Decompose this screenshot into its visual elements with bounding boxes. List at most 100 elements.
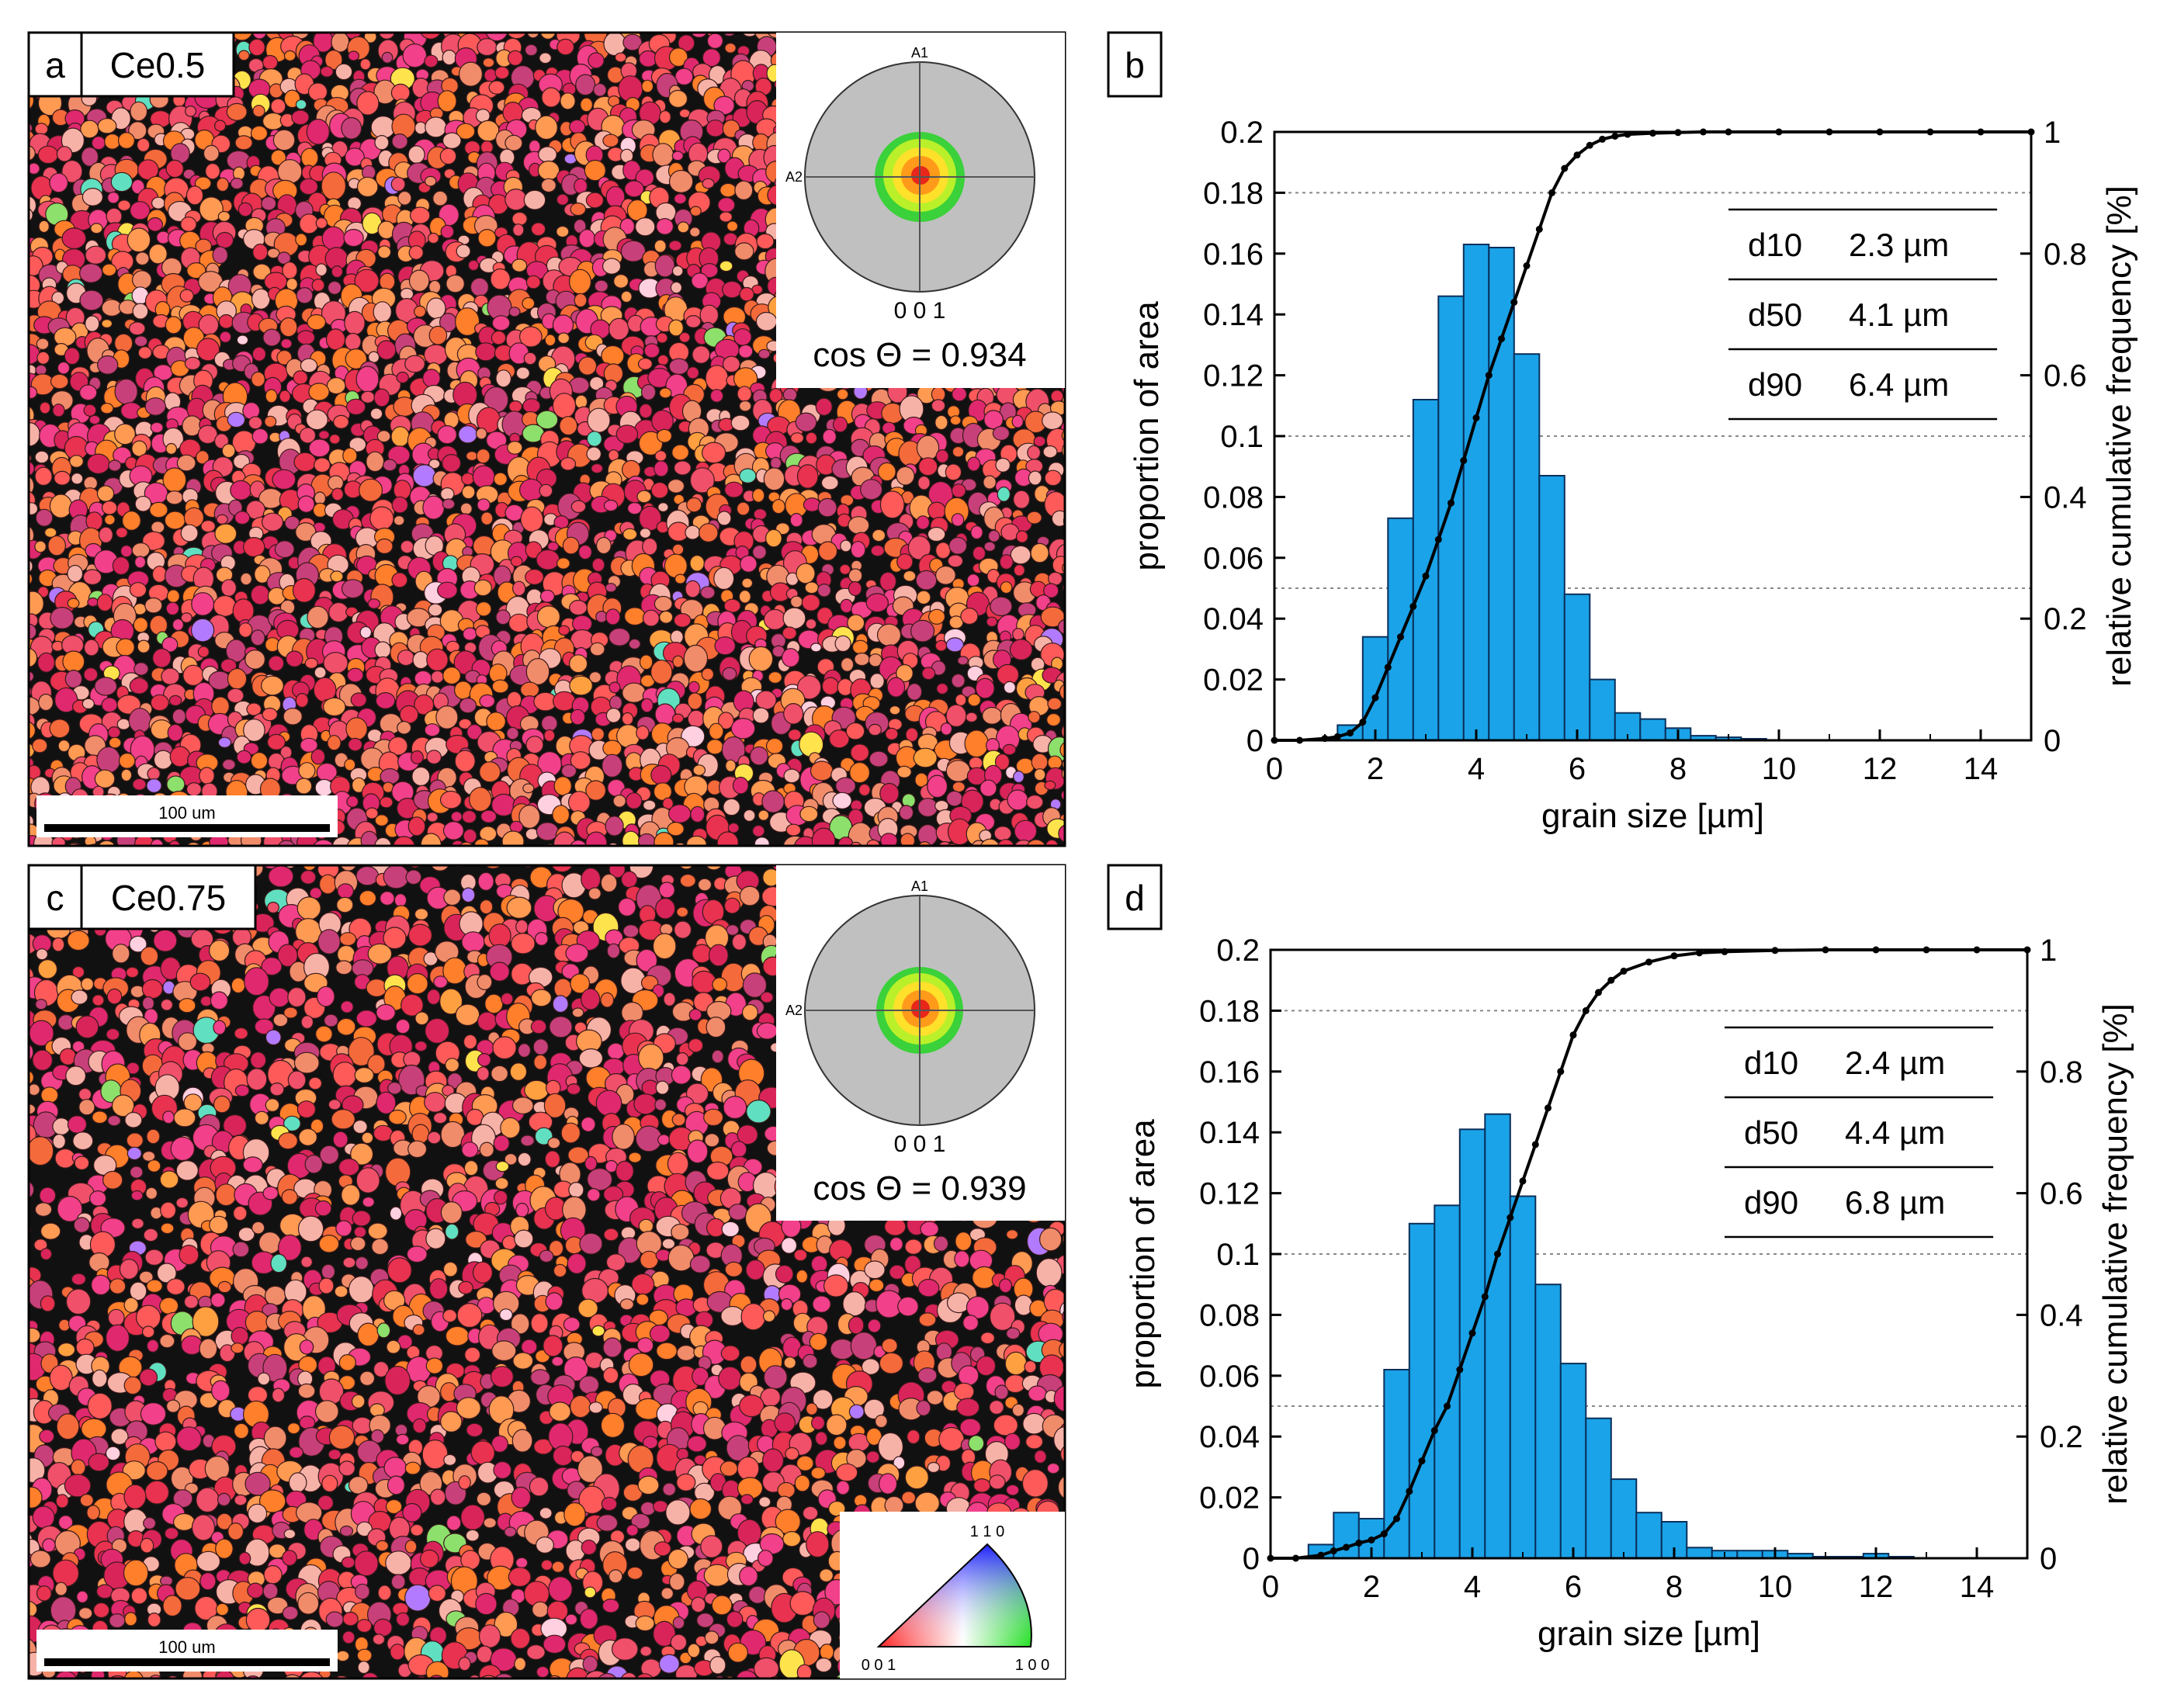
grain <box>426 648 449 672</box>
grain <box>40 1086 59 1104</box>
grain <box>612 794 626 808</box>
grain <box>422 369 441 388</box>
grain <box>328 280 342 295</box>
grain <box>758 348 771 359</box>
grain <box>822 428 837 445</box>
grain <box>98 526 113 544</box>
grain <box>539 483 553 498</box>
grain <box>709 389 724 403</box>
grain <box>270 98 286 114</box>
cos-theta-a: cos Θ = 0.934 <box>813 336 1026 374</box>
grain <box>35 364 47 376</box>
grain <box>343 228 364 248</box>
grain <box>345 717 368 741</box>
grain <box>581 868 602 891</box>
grain <box>654 703 676 726</box>
grain <box>864 1260 886 1280</box>
grain <box>640 698 654 713</box>
grain <box>624 607 646 626</box>
grain <box>411 1124 430 1144</box>
grain <box>678 34 695 52</box>
grain <box>205 162 220 180</box>
grain <box>92 1110 108 1124</box>
grain <box>790 432 804 444</box>
grain <box>477 1011 498 1031</box>
grain <box>668 240 682 251</box>
grain <box>570 751 591 770</box>
grain <box>1062 1231 1065 1246</box>
grain <box>706 1161 730 1181</box>
grain <box>328 434 341 445</box>
grain <box>519 326 543 348</box>
grain <box>283 707 303 726</box>
grain <box>318 1235 340 1253</box>
grain <box>197 646 210 658</box>
grain <box>118 753 136 769</box>
grain <box>54 470 71 486</box>
grain <box>374 641 391 659</box>
grain <box>1066 630 1077 641</box>
grain <box>848 580 862 597</box>
grain <box>387 1257 412 1284</box>
grain <box>395 1018 411 1034</box>
grain <box>904 1239 923 1255</box>
grain <box>164 511 186 530</box>
grain <box>1064 838 1065 843</box>
grain <box>907 535 931 560</box>
grain <box>185 842 201 846</box>
grain <box>49 719 71 739</box>
grain <box>426 750 442 764</box>
grain <box>849 761 870 784</box>
grain <box>466 724 483 740</box>
grain <box>587 1168 613 1191</box>
grain <box>1033 768 1046 781</box>
grain <box>83 404 97 417</box>
grain <box>305 409 328 431</box>
grain <box>373 301 392 323</box>
grain <box>315 1025 333 1043</box>
grain <box>180 524 199 542</box>
grain <box>428 1278 449 1300</box>
grain <box>371 1238 389 1256</box>
grain <box>151 565 168 583</box>
grain <box>320 66 334 78</box>
grain <box>940 722 953 736</box>
grain <box>377 245 392 259</box>
grain <box>689 227 701 237</box>
grain <box>1046 712 1061 727</box>
grain <box>701 667 715 681</box>
grain <box>350 1236 366 1252</box>
grain <box>112 944 130 964</box>
grain <box>577 356 598 376</box>
grain <box>300 358 318 373</box>
grain <box>650 660 673 684</box>
grain <box>185 106 197 117</box>
grain <box>1070 288 1083 302</box>
grain <box>344 310 366 335</box>
grain <box>488 80 505 95</box>
grain <box>500 1117 521 1139</box>
grain <box>586 431 602 447</box>
grain <box>463 853 479 865</box>
grain <box>536 410 559 430</box>
grain <box>265 389 278 404</box>
grain <box>839 563 851 575</box>
grain <box>745 1259 765 1280</box>
grain <box>711 1049 724 1064</box>
grain <box>805 618 817 630</box>
grain <box>520 681 540 698</box>
grain <box>698 523 719 542</box>
grain <box>126 1132 144 1148</box>
grain <box>295 778 313 795</box>
grain <box>570 840 588 846</box>
grain <box>995 457 1011 473</box>
grain <box>903 570 917 582</box>
grain <box>335 1220 352 1237</box>
grain <box>102 1170 123 1190</box>
grain <box>168 695 182 706</box>
grain <box>391 572 408 588</box>
grain <box>954 1250 970 1268</box>
grain <box>511 933 536 954</box>
grain <box>184 356 201 370</box>
grain <box>723 1095 747 1119</box>
